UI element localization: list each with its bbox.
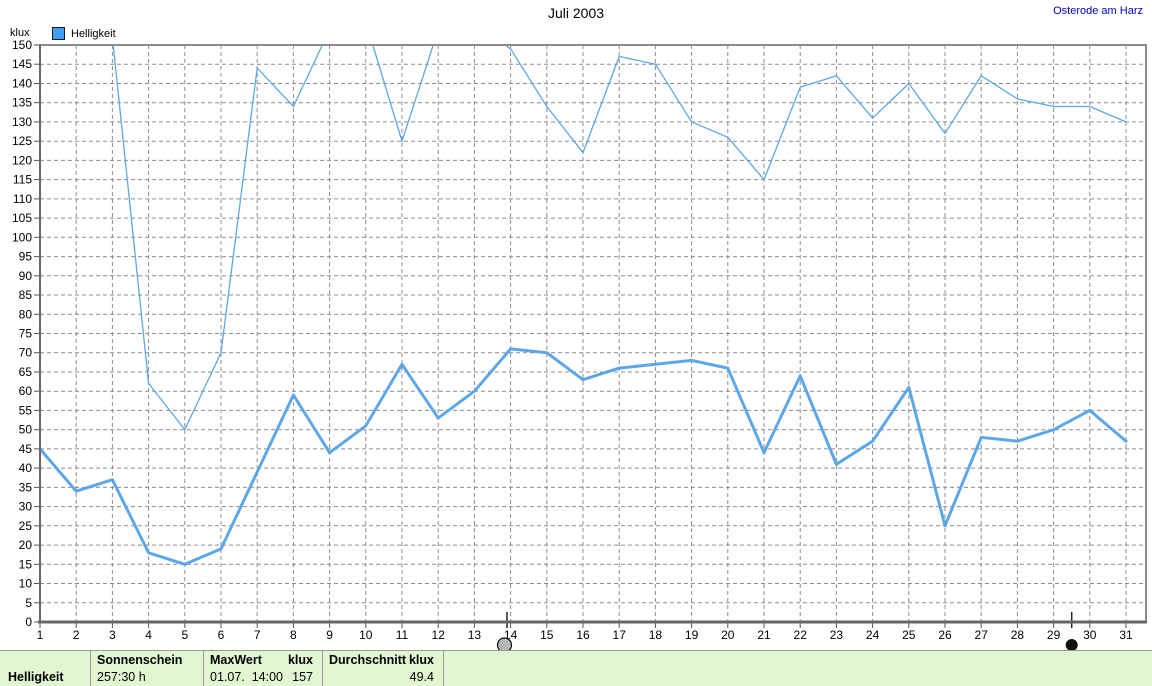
svg-text:60: 60 <box>19 384 33 398</box>
svg-text:65: 65 <box>19 365 33 379</box>
svg-text:135: 135 <box>12 96 32 110</box>
footer-separator <box>443 651 444 686</box>
moon-markers <box>496 612 1078 650</box>
svg-text:150: 150 <box>12 38 32 52</box>
page-title: Juli 2003 <box>547 5 605 21</box>
svg-text:100: 100 <box>12 230 32 244</box>
footer-separator <box>90 651 91 686</box>
svg-text:20: 20 <box>19 538 33 552</box>
svg-text:26: 26 <box>938 628 952 642</box>
svg-text:19: 19 <box>685 628 699 642</box>
svg-text:10: 10 <box>359 628 373 642</box>
svg-text:80: 80 <box>19 307 33 321</box>
footer-separator <box>322 651 323 686</box>
sonnenschein-cell: Sonnenschein 257:30 h <box>91 651 202 686</box>
svg-text:10: 10 <box>19 577 33 591</box>
svg-text:15: 15 <box>540 628 554 642</box>
svg-text:120: 120 <box>12 153 32 167</box>
svg-text:95: 95 <box>19 250 33 264</box>
svg-text:30: 30 <box>1083 628 1097 642</box>
svg-text:12: 12 <box>432 628 446 642</box>
svg-text:45: 45 <box>19 442 33 456</box>
summary-row-label: Helligkeit <box>8 670 64 684</box>
svg-text:15: 15 <box>19 557 33 571</box>
svg-text:5: 5 <box>25 596 32 610</box>
maxwert-header: MaxWert <box>210 653 262 667</box>
x-axis-labels: 1 2 3 4 5 6 7 8 9 10 11 12 13 14 15 16 17 18 19 20 21 22 23 24 2… <box>37 628 1133 642</box>
helligkeit-line-chart: 0510152025303540455055606570758085909510… <box>12 38 1147 650</box>
svg-text:20: 20 <box>721 628 735 642</box>
svg-text:110: 110 <box>13 192 32 206</box>
svg-text:130: 130 <box>12 115 32 129</box>
svg-text:75: 75 <box>19 327 33 341</box>
durchschnitt-header: Durchschnitt <box>329 653 407 667</box>
legend-color-swatch <box>52 27 65 40</box>
location-label: Osterode am Harz <box>1053 5 1143 17</box>
axis-ticks <box>34 44 1127 628</box>
y-axis-unit-label: klux <box>10 27 30 39</box>
svg-text:7: 7 <box>254 628 261 642</box>
durchschnitt-cell: Durchschnitt klux 49.4 <box>323 651 442 686</box>
svg-text:16: 16 <box>576 628 590 642</box>
durchschnitt-value: 49.4 <box>409 670 434 684</box>
svg-text:29: 29 <box>1047 628 1061 642</box>
svg-text:1: 1 <box>37 628 44 642</box>
svg-text:31: 31 <box>1119 628 1133 642</box>
legend: Helligkeit <box>52 27 116 40</box>
svg-text:2: 2 <box>73 628 80 642</box>
plot-frame <box>38 44 1147 624</box>
sonnenschein-header: Sonnenschein <box>97 653 183 667</box>
series-lower-line <box>40 347 1128 566</box>
maxwert-unit: klux <box>287 653 313 667</box>
svg-text:85: 85 <box>19 288 33 302</box>
svg-text:35: 35 <box>19 480 33 494</box>
series-upper-line <box>112 44 1127 431</box>
svg-text:22: 22 <box>794 628 808 642</box>
gridlines <box>40 45 1146 622</box>
svg-text:28: 28 <box>1011 628 1025 642</box>
svg-text:0: 0 <box>25 615 32 629</box>
svg-text:8: 8 <box>290 628 297 642</box>
svg-text:21: 21 <box>757 628 771 642</box>
summary-row-label-cell: Helligkeit <box>0 651 90 686</box>
svg-text:25: 25 <box>902 628 916 642</box>
svg-text:50: 50 <box>19 423 33 437</box>
svg-text:24: 24 <box>866 628 880 642</box>
svg-text:55: 55 <box>19 403 33 417</box>
footer-separator <box>203 651 204 686</box>
svg-text:90: 90 <box>19 269 33 283</box>
summary-table: Helligkeit Sonnenschein 257:30 h MaxWert… <box>0 650 1152 686</box>
maxwert-value: 157 <box>292 670 313 684</box>
svg-text:23: 23 <box>830 628 844 642</box>
svg-text:140: 140 <box>12 77 32 91</box>
svg-text:145: 145 <box>12 57 32 71</box>
svg-text:125: 125 <box>12 134 32 148</box>
svg-text:30: 30 <box>19 500 33 514</box>
svg-text:70: 70 <box>19 346 33 360</box>
svg-text:17: 17 <box>613 628 627 642</box>
durchschnitt-unit: klux <box>408 653 434 667</box>
svg-text:11: 11 <box>396 628 409 642</box>
legend-label: Helligkeit <box>71 27 116 40</box>
new-moon-icon <box>1065 639 1078 650</box>
svg-text:13: 13 <box>468 628 482 642</box>
maxwert-datetime: 01.07. 14:00 <box>210 670 283 684</box>
full-moon-icon <box>496 637 513 650</box>
svg-text:27: 27 <box>975 628 989 642</box>
svg-text:18: 18 <box>649 628 663 642</box>
maxwert-cell: MaxWert klux 01.07. 14:00 157 <box>204 651 321 686</box>
svg-text:40: 40 <box>19 461 33 475</box>
svg-text:105: 105 <box>12 211 32 225</box>
svg-text:6: 6 <box>218 628 225 642</box>
sonnenschein-value: 257:30 h <box>97 670 146 684</box>
svg-text:25: 25 <box>19 519 33 533</box>
svg-text:9: 9 <box>326 628 333 642</box>
y-axis-labels: 0 5 10 15 20 25 30 35 40 45 50 55 60 65 70 75 80 85 90 95 10… <box>12 38 32 629</box>
svg-text:5: 5 <box>181 628 188 642</box>
svg-text:4: 4 <box>145 628 152 642</box>
svg-text:3: 3 <box>109 628 116 642</box>
svg-text:115: 115 <box>13 173 32 187</box>
